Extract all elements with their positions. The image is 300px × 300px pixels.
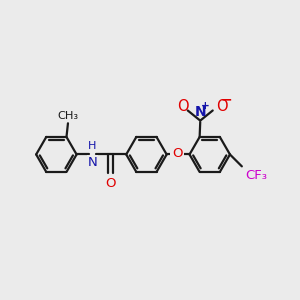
Text: −: − bbox=[220, 93, 232, 107]
Text: N: N bbox=[88, 156, 97, 169]
Text: H: H bbox=[88, 142, 97, 152]
Text: O: O bbox=[217, 98, 228, 113]
Text: CH₃: CH₃ bbox=[57, 112, 79, 122]
Text: CF₃: CF₃ bbox=[245, 169, 267, 182]
Text: O: O bbox=[105, 177, 116, 190]
Text: N: N bbox=[194, 105, 206, 119]
Text: +: + bbox=[201, 101, 210, 111]
Text: O: O bbox=[177, 98, 189, 113]
Text: O: O bbox=[172, 147, 182, 161]
